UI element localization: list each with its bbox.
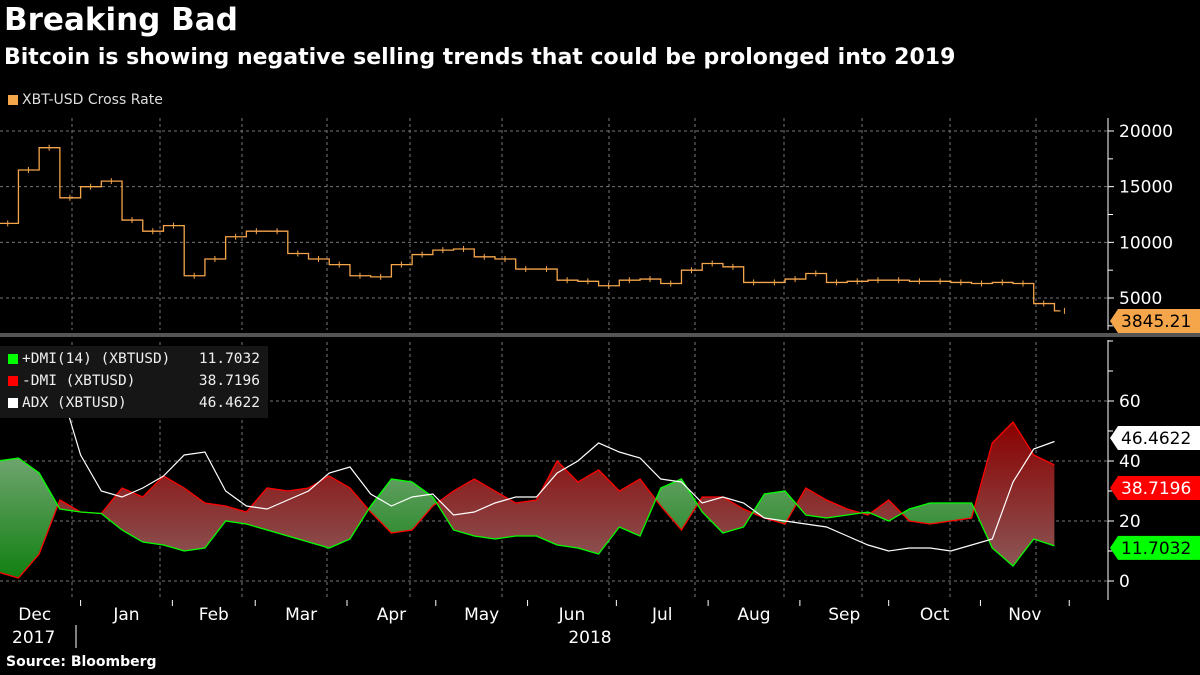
dmi-legend: +DMI(14) (XBTUSD) 11.7032 -DMI (XBTUSD) … xyxy=(0,346,268,418)
x-month-label: Nov xyxy=(1008,605,1041,625)
price-tick-label: 20000 xyxy=(1119,122,1173,142)
dmi-tick-label: 60 xyxy=(1119,392,1141,412)
plus-dmi-label: +DMI(14) (XBTUSD) xyxy=(22,351,171,367)
adx-swatch xyxy=(8,398,18,408)
plus-dmi-last-tag: 11.7032 xyxy=(1121,539,1191,559)
panel-separator xyxy=(0,333,1200,337)
dmi-tick-label: 40 xyxy=(1119,452,1141,472)
price-tick-label: 15000 xyxy=(1119,178,1173,198)
x-year-label: 2018 xyxy=(568,628,611,648)
x-month-label: Jan xyxy=(112,605,139,625)
price-tick-label: 5000 xyxy=(1119,289,1162,309)
minus-dmi-swatch xyxy=(8,376,18,386)
x-month-label: Sep xyxy=(828,605,860,625)
plus-dmi-swatch xyxy=(8,354,18,364)
x-month-label: Jun xyxy=(558,605,586,625)
chart-subtitle: Bitcoin is showing negative selling tren… xyxy=(4,45,956,70)
x-month-label: Oct xyxy=(920,605,950,625)
plus-dmi-last-tag-bg xyxy=(1110,535,1200,560)
adx-last-tag-bg xyxy=(1110,426,1200,450)
x-month-label: Jul xyxy=(651,605,673,625)
plus-dmi-value: 11.7032 xyxy=(198,351,260,367)
adx-last-tag: 46.4622 xyxy=(1121,429,1191,449)
adx-label: ADX (XBTUSD) xyxy=(22,395,127,411)
x-month-label: Feb xyxy=(199,605,229,625)
minus-dmi-label: -DMI (XBTUSD) xyxy=(22,373,136,389)
minus-dmi-value: 38.7196 xyxy=(198,373,260,389)
adx-value: 46.4622 xyxy=(198,395,260,411)
minus-dmi-line xyxy=(0,420,1055,579)
plus-dmi-line xyxy=(0,457,1055,567)
price-last-tag: 3845.21 xyxy=(1121,312,1191,332)
legend-plus-dmi: +DMI(14) (XBTUSD) 11.7032 xyxy=(8,351,260,367)
chart-title: Breaking Bad xyxy=(4,2,238,38)
price-last-tag-bg xyxy=(1110,309,1200,333)
price-tick-label: 10000 xyxy=(1119,233,1173,253)
price-line xyxy=(0,147,1061,312)
dmi-tick-label: 20 xyxy=(1119,512,1141,532)
price-legend: XBT-USD Cross Rate xyxy=(8,92,163,108)
x-month-label: Mar xyxy=(285,605,317,625)
source-note: Source: Bloomberg xyxy=(6,654,157,670)
dmi-tick-label: 0 xyxy=(1119,572,1130,592)
x-month-label: May xyxy=(464,605,499,625)
x-month-label: Dec xyxy=(18,605,51,625)
minus-dmi-dominant-area xyxy=(0,422,1055,566)
price-legend-label: XBT-USD Cross Rate xyxy=(22,92,163,108)
minus-dmi-last-tag-bg xyxy=(1110,476,1200,500)
legend-adx: ADX (XBTUSD) 46.4622 xyxy=(8,395,260,411)
x-month-label: Aug xyxy=(737,605,770,625)
legend-minus-dmi: -DMI (XBTUSD) 38.7196 xyxy=(8,373,260,389)
x-year-label: 2017 xyxy=(12,628,55,648)
price-legend-swatch xyxy=(8,95,18,105)
x-month-label: Apr xyxy=(377,605,406,625)
adx-line xyxy=(59,385,1055,552)
minus-dmi-last-tag: 38.7196 xyxy=(1121,479,1191,499)
